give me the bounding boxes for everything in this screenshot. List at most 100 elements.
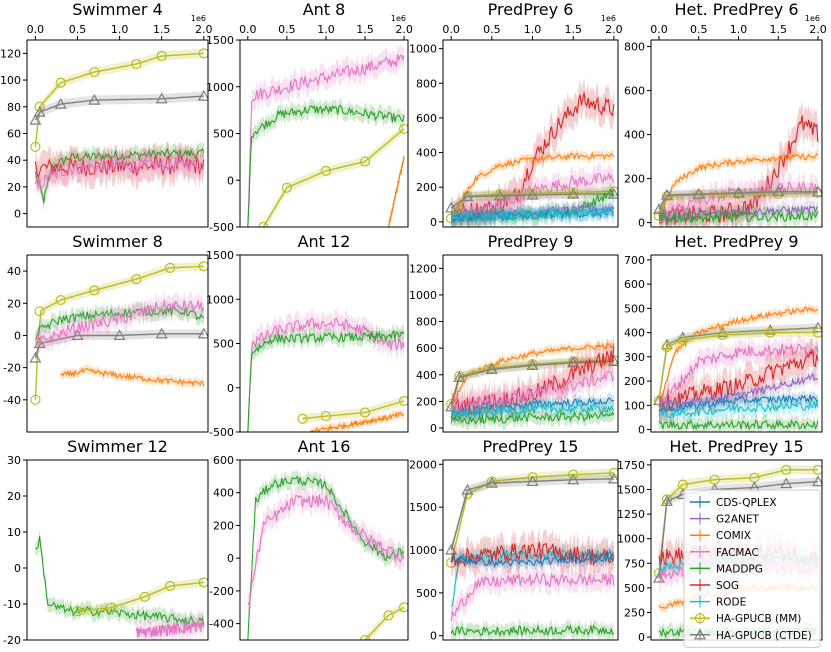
series-maddpg <box>247 324 405 432</box>
series-line <box>309 411 405 432</box>
y-tick-label: 0 <box>227 174 234 187</box>
data-point <box>198 577 208 588</box>
series-cds-qplex <box>450 549 615 572</box>
y-tick-label: 0 <box>14 208 21 221</box>
panel-swimmer-8: Swimmer 8 -40 -20 0 20 40 <box>3 232 209 433</box>
x-scale-label: 1e6 <box>805 14 820 23</box>
data-point <box>764 323 777 335</box>
x-tick-label: 2.0 <box>605 23 623 36</box>
plot-area <box>29 261 208 405</box>
plot-area <box>445 77 618 227</box>
series-line <box>658 372 819 408</box>
panel-ant-16: Ant 16 -400 -200 0 200 400 600 <box>209 437 409 641</box>
series-ha-gpucb-ctde <box>445 187 618 213</box>
legend-label: MADDPG <box>716 563 763 575</box>
confidence-band <box>247 98 405 227</box>
data-point <box>71 329 84 341</box>
panel-title: Swimmer 4 <box>72 0 163 19</box>
series-line <box>34 147 205 204</box>
series-ha-gpucb-mm <box>653 327 822 406</box>
legend-item-maddpg: MADDPG <box>690 562 763 575</box>
series-line <box>450 624 615 638</box>
series-ha-gpucb-ctde <box>652 321 822 406</box>
series-sog <box>450 527 615 581</box>
confidence-band <box>247 484 405 615</box>
data-point <box>398 123 408 134</box>
data-point <box>197 89 208 101</box>
data-point <box>772 185 785 197</box>
series-comix <box>450 148 615 219</box>
x-tick-label: 2.0 <box>195 23 213 36</box>
series-ha-gpucb-ctde <box>29 327 208 363</box>
y-tick-label: 0 <box>14 329 21 342</box>
data-point <box>30 394 41 405</box>
legend-marker <box>693 628 707 640</box>
data-point <box>258 221 269 227</box>
panel-title: Het. PredPrey 15 <box>669 437 803 456</box>
y-tick-label: 10 <box>7 526 21 539</box>
confidence-band <box>451 189 614 213</box>
panel-title: Ant 12 <box>298 232 351 251</box>
series-ha-gpucb-mm <box>72 577 208 617</box>
y-tick-label: 1000 <box>206 81 234 94</box>
series-maddpg <box>450 405 615 431</box>
legend-label: SOG <box>716 580 739 592</box>
legend-label: FACMAC <box>716 547 759 559</box>
data-point <box>155 327 168 339</box>
y-tick-label: 20 <box>7 490 21 503</box>
confidence-band <box>659 323 818 405</box>
confidence-band <box>451 405 614 431</box>
data-point <box>34 306 45 317</box>
data-point <box>155 92 168 104</box>
data-point <box>493 189 506 201</box>
series-line <box>34 52 204 147</box>
series-maddpg <box>450 618 615 640</box>
x-tick-label: 0.5 <box>690 23 708 36</box>
x-tick-label: 1.5 <box>356 23 374 36</box>
data-point <box>661 342 673 353</box>
x-tick-label: 0.0 <box>27 23 45 36</box>
series-line <box>658 419 819 431</box>
series-line <box>658 343 819 407</box>
y-tick-label: 80 <box>7 101 21 114</box>
y-tick-label: 100 <box>0 74 21 87</box>
series-line <box>658 191 818 210</box>
data-point <box>567 187 580 199</box>
data-point <box>55 294 66 306</box>
data-point <box>526 475 539 487</box>
series-line <box>302 400 405 420</box>
y-tick-label: 1750 <box>617 459 645 472</box>
data-point <box>608 467 618 478</box>
series-maddpg <box>658 203 819 227</box>
series-line <box>247 494 405 606</box>
plot-area <box>247 308 408 432</box>
data-point <box>297 413 308 424</box>
legend-label: HA-GPUCB (MM) <box>716 613 801 625</box>
y-tick-label: 1000 <box>409 544 437 557</box>
y-tick-label: 250 <box>624 606 645 619</box>
y-tick-label: 0 <box>430 630 437 643</box>
x-tick-label: 1.0 <box>317 23 335 36</box>
data-point <box>89 285 100 296</box>
series-rode <box>450 199 615 227</box>
x-tick-label: 0.5 <box>278 23 296 36</box>
y-tick-label: 1000 <box>409 43 437 56</box>
y-tick-label: 20 <box>7 297 21 310</box>
y-tick-label: 200 <box>416 181 437 194</box>
data-point <box>156 50 167 62</box>
panel-title: Swimmer 12 <box>67 437 168 456</box>
series-comix <box>387 151 405 227</box>
confidence-band <box>35 48 204 152</box>
y-tick-label: 500 <box>213 128 234 141</box>
data-point <box>131 274 142 285</box>
data-point <box>445 201 458 213</box>
data-point <box>765 327 776 338</box>
panel-predprey-9: PredPrey 9 0 200 400 600 800 1000 1200 <box>409 232 619 435</box>
confidence-band <box>35 91 204 125</box>
series-ha-gpucb-ctde <box>445 472 618 555</box>
x-tick-label: 0.0 <box>239 23 257 36</box>
confidence-band <box>451 527 614 581</box>
series-line <box>658 115 819 227</box>
y-tick-label: -20 <box>3 362 21 375</box>
y-tick-label: 600 <box>624 85 645 98</box>
